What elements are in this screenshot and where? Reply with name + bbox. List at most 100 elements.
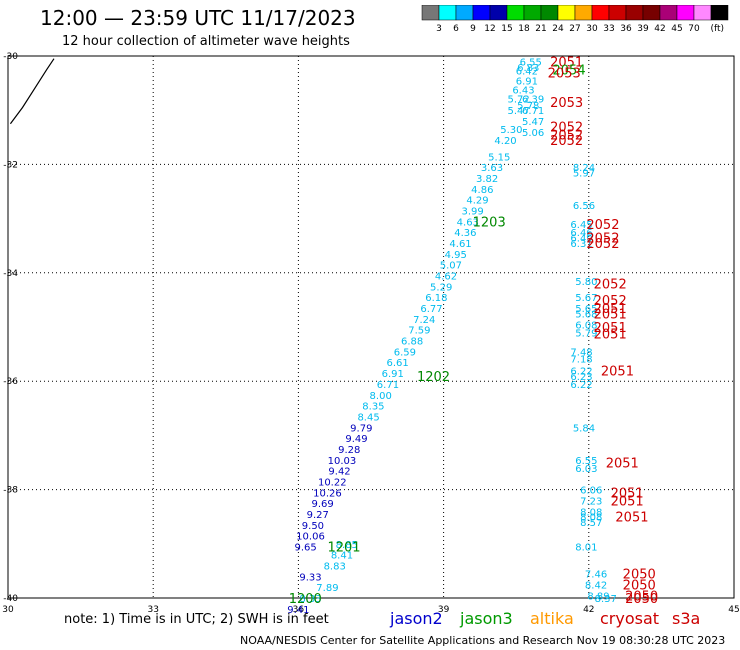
wave-height-point: 5.67 [575,293,597,304]
wave-height-point: 6.31 [570,239,592,250]
wave-height-point: 6.61 [386,358,408,369]
wave-height-point: 7.59 [408,326,430,337]
pass-time-label: 2050 [623,578,656,593]
pass-time-label: 2053 [548,66,581,81]
y-tick-label: -32 [3,160,18,170]
wave-height-point: 5.06 [522,128,544,139]
wave-height-point: 9.50 [302,521,324,532]
wave-height-point: 5.29 [430,282,452,293]
x-tick-label: 42 [583,605,594,615]
coastline [9,58,55,125]
wave-height-point: 7.24 [413,315,435,326]
wave-height-point: 4.86 [471,185,493,196]
wave-height-point: 9.69 [311,499,333,510]
wave-height-point: 9.42 [328,467,350,478]
wave-height-point: 8.37 [595,594,617,605]
wave-height-point: 10.06 [296,532,325,543]
wave-height-point: 6.06 [580,486,602,497]
pass-time-label: 2052 [586,218,619,233]
wave-height-point: 6.39 [522,94,544,105]
x-tick-label: 36 [293,605,305,615]
wave-height-point: 6.77 [420,304,442,315]
mission-cryosat: cryosat [600,609,660,628]
x-tick-label: 33 [147,605,158,615]
wave-height-point: 3.63 [481,163,503,174]
wave-height-point: 9.33 [299,572,321,583]
pass-time-label: 2051 [594,302,627,317]
colorbar-label: 45 [671,24,682,34]
wave-height-point: 4.36 [454,228,476,239]
colorbar-label: 12 [484,24,495,34]
wave-height-point: 6.46 [570,228,592,239]
y-tick-label: -34 [3,269,18,279]
wave-height-point: 9.65 [295,543,317,554]
wave-height-point: 6.91 [382,369,404,380]
colorbar-label: 39 [637,24,649,34]
pass-time-label: 2050 [625,592,658,607]
pass-time-label: 2051 [606,457,639,472]
wave-height-point: 4.29 [466,196,488,207]
mission-jason2: jason2 [390,609,443,628]
wave-height-point: 5.78 [517,101,539,112]
wave-height-point: 8.45 [357,412,379,423]
chart-title: 12:00 — 23:59 UTC 11/17/2023 [40,6,356,30]
wave-height-point: 9.41 [287,605,309,616]
mission-s3a: s3a [672,609,701,628]
wave-height-point: 9.79 [350,423,372,434]
wave-height-point: 4.63 [457,217,479,228]
pass-time-label: 2050 [623,568,656,583]
wave-height-point: 8.89 [587,591,609,602]
colorbar-label: 33 [603,24,614,34]
wave-height-point: 6.18 [425,293,447,304]
x-tick-label: 39 [438,605,450,615]
wave-height-point: 6.88 [401,337,423,348]
wave-height-point: 5.30 [500,125,522,136]
wave-height-point: 6.59 [394,347,416,358]
wave-height-point: 6.49 [570,234,592,245]
wave-height-point: 6.23 [570,372,592,383]
pass-time-label: 1201 [327,541,360,556]
wave-height-point: 5.72 [507,94,529,105]
wave-height-point: 10.03 [328,456,357,467]
pass-time-label: 1200 [289,592,322,607]
wave-height-point: 6.83 [517,63,539,74]
pass-time-label: 2051 [611,486,644,501]
wave-height-point: 8.41 [331,551,353,562]
pass-time-label: 2051 [550,55,583,70]
wave-height-point: 4.62 [435,272,457,283]
colorbar-unit: (ft) [710,24,724,34]
wave-height-point: 8.08 [580,507,602,518]
y-tick-label: -40 [3,594,18,604]
wave-height-point: 7.46 [585,570,607,581]
colorbar-label: 6 [453,24,459,34]
colorbar-label: 18 [518,24,530,34]
x-tick-label: 45 [728,605,739,615]
wave-height-point: 3.82 [476,174,498,185]
wave-height-point: 6.55 [575,456,597,467]
y-tick-label: -36 [3,377,18,387]
wave-height-point: 6.56 [573,201,595,212]
pass-time-label: 2052 [594,278,627,293]
wave-height-point: 6.45 [570,220,592,231]
wave-height-point: 5.65 [575,304,597,315]
pass-time-label: 1202 [417,370,450,385]
pass-time-label: 2052 [594,294,627,309]
wave-height-point: 6.08 [575,320,597,331]
chart-subtitle: 12 hour collection of altimeter wave hei… [62,34,350,49]
pass-time-label: 2050 [625,589,658,604]
pass-time-label: 2052 [550,120,583,135]
wave-height-point: 7.89 [316,583,338,594]
wave-height-point: 8.33 [299,594,321,605]
pass-time-label: 2051 [601,364,634,379]
wave-height-point: 6.71 [522,106,544,117]
wave-height-point: 5.79 [575,328,597,339]
x-tick-label: 30 [2,605,14,615]
pass-time-label: 1203 [473,215,506,230]
pass-time-label: 2051 [594,328,627,343]
pass-time-label: 2054 [553,64,586,79]
wave-height-point: 3.99 [462,206,484,217]
wave-height-point: 6.71 [377,380,399,391]
colorbar-label: 9 [470,24,476,34]
colorbar-swatch [710,5,729,21]
colorbar-label: 3 [436,24,442,34]
